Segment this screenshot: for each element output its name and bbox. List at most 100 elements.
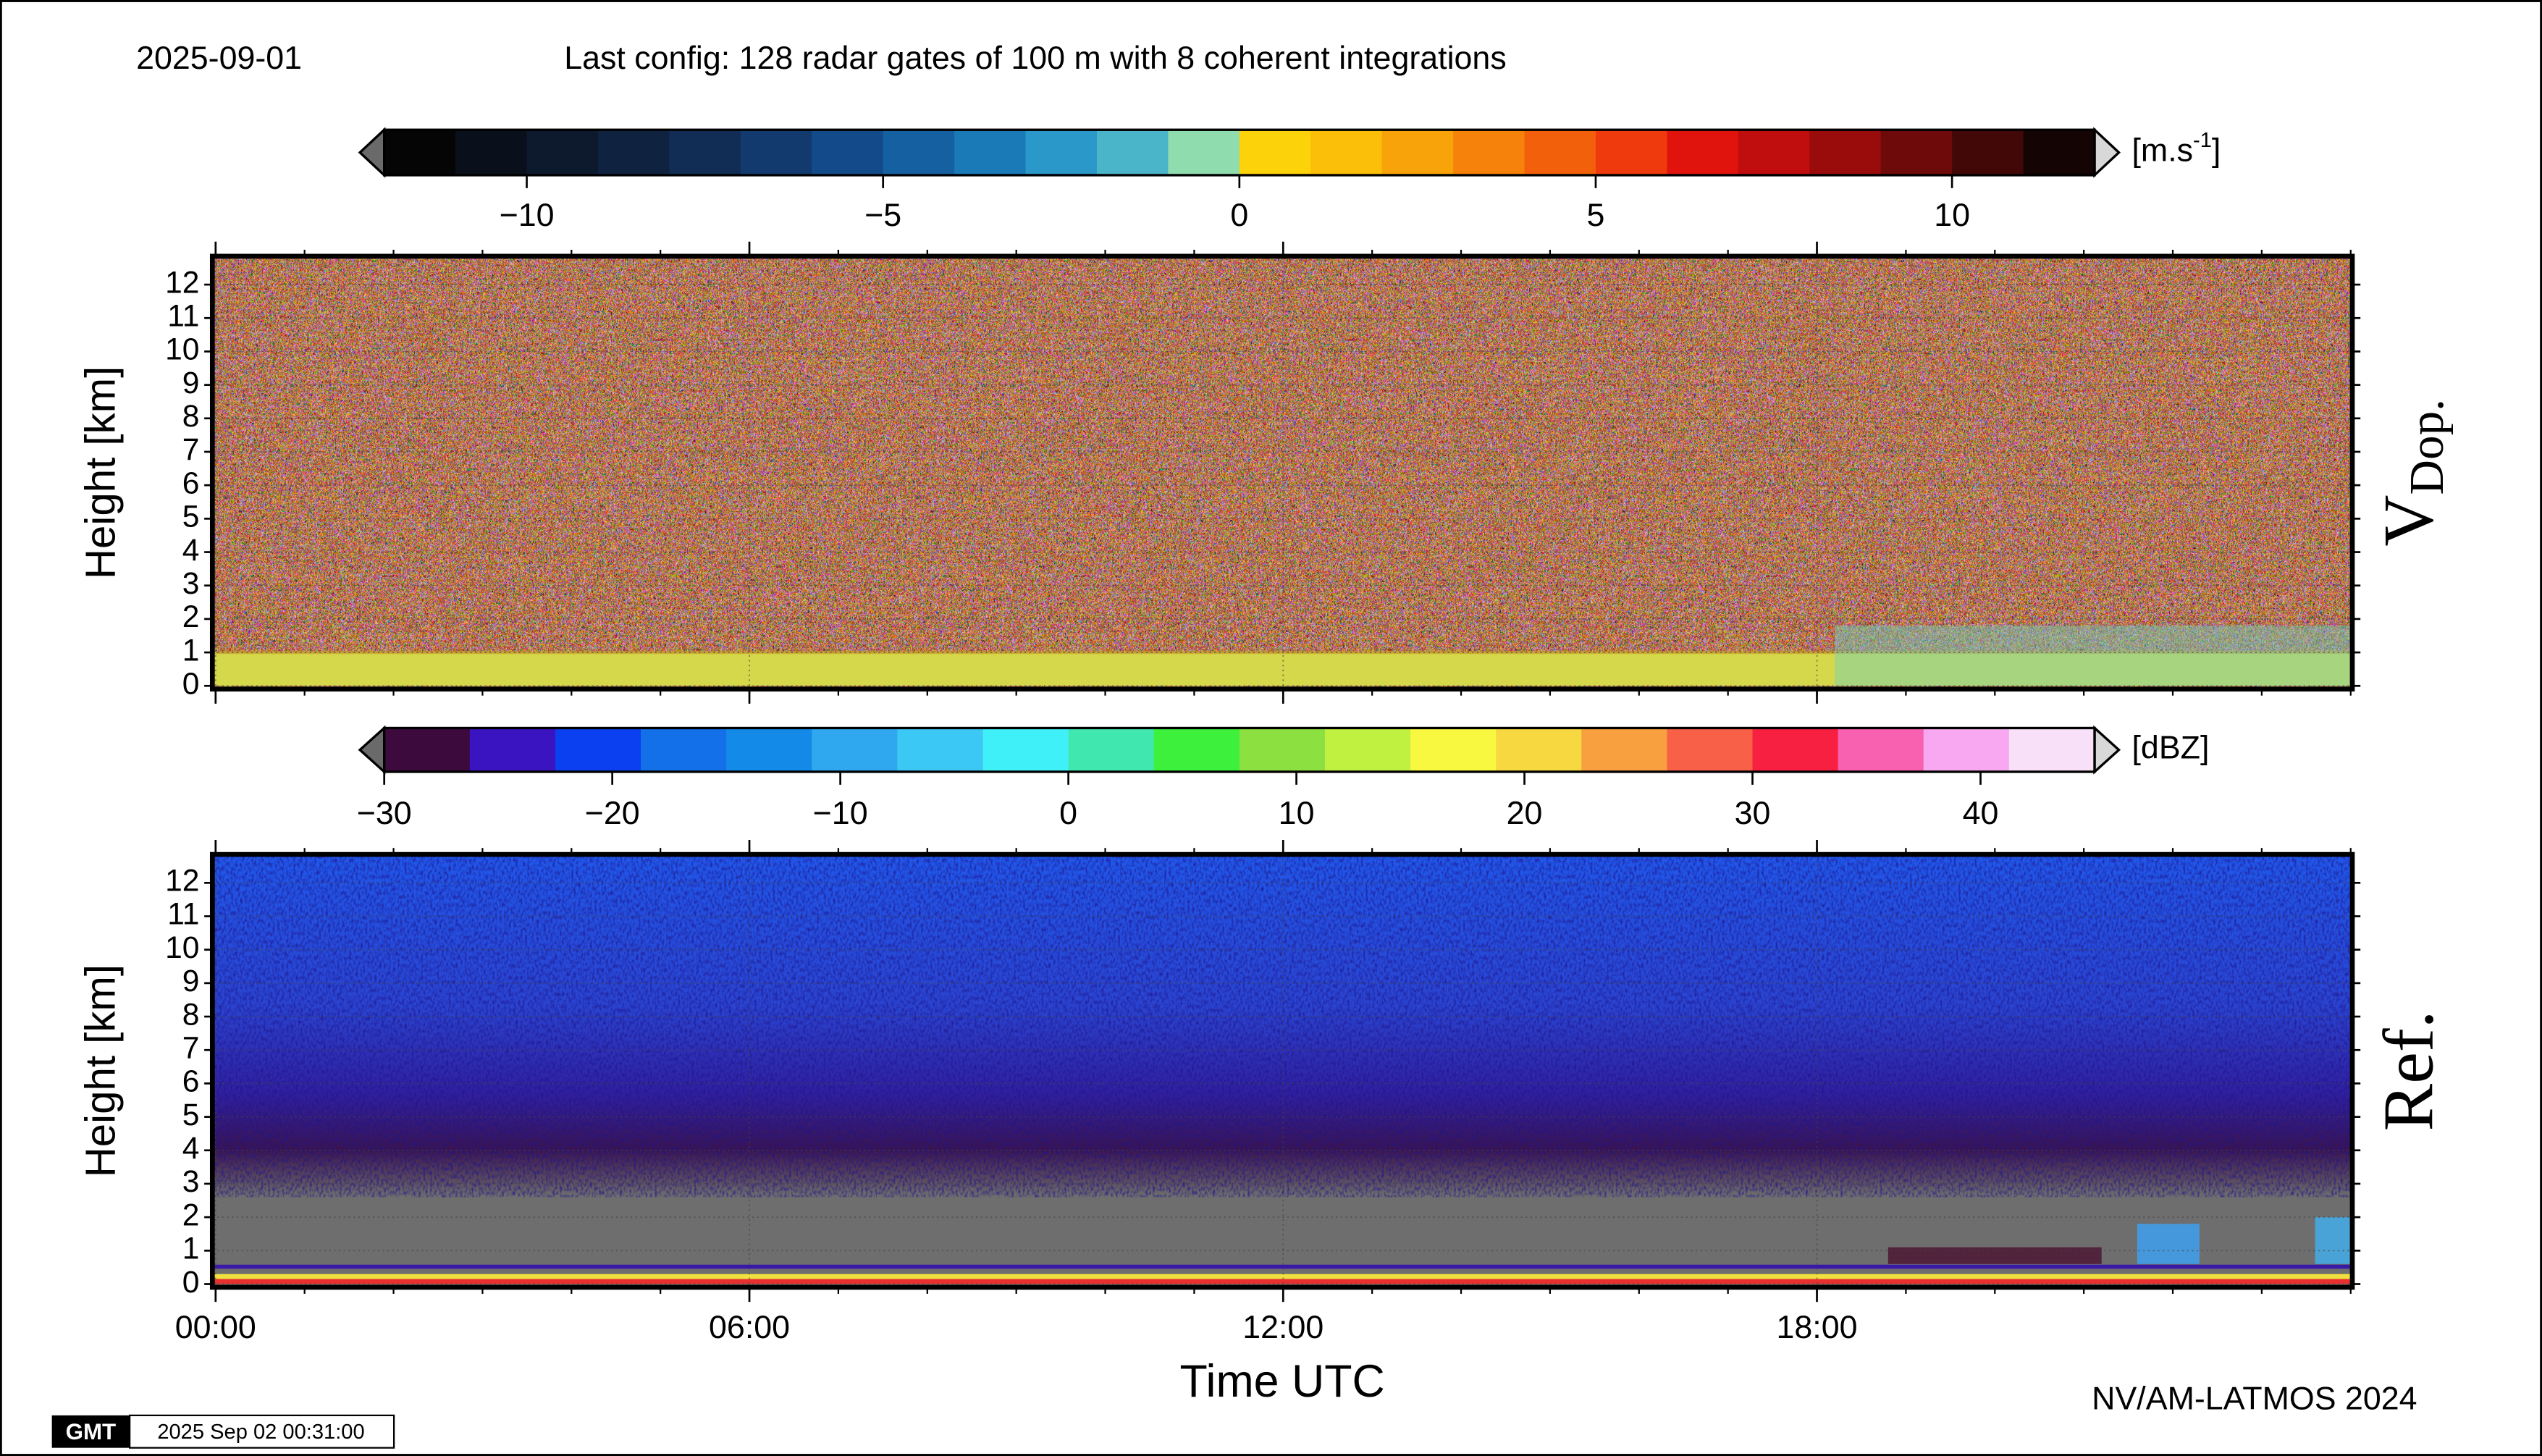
y-tick-label: 7	[182, 1030, 200, 1065]
logo-box	[51, 1415, 130, 1448]
y-tick-label: 1	[182, 633, 200, 668]
y-tick-label: 12	[165, 265, 199, 300]
colorbar-unit-text: [dBZ]	[2131, 730, 2209, 766]
colorbar-segment	[1952, 130, 2024, 175]
colorbar-segment	[526, 130, 599, 175]
colorbar-segment	[1239, 130, 1312, 175]
colorbar-tick-label: 0	[1230, 197, 1248, 233]
y-tick-label: 0	[182, 1265, 200, 1300]
colorbar-segment	[1923, 728, 2010, 772]
colorbar-unit-suffix: ]	[2212, 132, 2221, 168]
y-tick-label: 10	[165, 332, 199, 367]
echo-patch	[1887, 1247, 2102, 1264]
y-tick-label: 0	[182, 667, 200, 702]
colorbar-segment	[740, 130, 813, 175]
title: Last config: 128 radar gates of 100 m wi…	[564, 40, 1506, 76]
date: 2025-09-01	[136, 40, 302, 76]
y-tick-label: 8	[182, 997, 200, 1032]
y-tick-label: 11	[167, 897, 199, 932]
y-tick-label: 5	[182, 500, 200, 534]
colorbar-segment	[384, 728, 471, 772]
colorbar-segment	[1524, 130, 1596, 175]
colorbar-tick-label: 10	[1279, 795, 1315, 831]
y-tick-label: 3	[182, 1164, 200, 1199]
layer-line	[212, 1264, 2353, 1269]
colorbar-segment	[1168, 130, 1240, 175]
colorbar-segment	[1324, 728, 1411, 772]
colorbar-segment	[1453, 130, 1525, 175]
low-layer-mix	[1835, 626, 2351, 686]
y-tick-label: 9	[182, 964, 200, 998]
colorbar-tick-label: 5	[1587, 197, 1605, 233]
colorbar-segment	[897, 728, 984, 772]
colorbar-segment	[384, 130, 457, 175]
y-tick-label: 3	[182, 566, 200, 601]
colorbar-unit-text: [m.s	[2131, 132, 2193, 168]
colorbar-tick-label: 30	[1735, 795, 1771, 831]
y-tick-label: 10	[165, 930, 199, 965]
y-tick-label: 11	[167, 299, 199, 334]
colorbar-segment	[982, 728, 1069, 772]
colorbar-segment	[812, 728, 898, 772]
colorbar-segment	[1068, 728, 1155, 772]
colorbar-segment	[954, 130, 1027, 175]
colorbar-segment	[1310, 130, 1383, 175]
colorbar-tick-label: 0	[1059, 795, 1077, 831]
panel-label: Ref.	[2369, 1011, 2448, 1132]
colorbar-tick-label: −20	[585, 795, 640, 831]
timestamp-box	[129, 1414, 395, 1449]
colorbar-unit-superscript: -1	[2193, 129, 2212, 152]
colorbar-segment	[2008, 728, 2095, 772]
colorbar-segment	[1880, 130, 1953, 175]
low-layer	[212, 652, 2353, 686]
colorbar-segment	[597, 130, 670, 175]
colorbar-segment	[555, 728, 641, 772]
y-tick-label: 8	[182, 399, 200, 434]
panel-label-main: Ref.	[2369, 1011, 2448, 1132]
colorbar-segment	[455, 130, 528, 175]
y-tick-label: 1	[182, 1232, 200, 1266]
plot-frame	[209, 851, 2355, 1290]
field-texture	[212, 854, 2353, 1198]
y-tick-label: 6	[182, 466, 200, 500]
colorbar-segment	[1239, 728, 1326, 772]
colorbar-segment	[1838, 728, 1924, 772]
panel-label-main: V	[2369, 495, 2448, 546]
echo-patch	[2137, 1224, 2200, 1264]
y-axis-label: Height [km]	[77, 366, 125, 579]
timestamp: 2025 Sep 02 00:31:00	[157, 1421, 364, 1444]
logo: GMT	[66, 1419, 117, 1444]
y-tick-label: 12	[165, 864, 199, 899]
y-tick-label: 4	[182, 533, 200, 568]
y-tick-label: 2	[182, 1198, 200, 1232]
colorbar-tick-label: −30	[357, 795, 412, 831]
colorbar-tick-label: 10	[1934, 197, 1970, 233]
x-axis-label: Time UTC	[1180, 1356, 1385, 1407]
colorbar-tick-label: −10	[500, 197, 555, 233]
plot-frame	[209, 253, 2355, 692]
colorbar-tick-label: −5	[864, 197, 901, 233]
colorbar-segment	[1752, 728, 1839, 772]
colorbar-segment	[883, 130, 956, 175]
x-tick-label: 18:00	[1777, 1309, 1858, 1345]
colorbar-segment	[1410, 728, 1497, 772]
field-texture	[212, 256, 2353, 689]
colorbar-segment	[641, 728, 728, 772]
y-tick-label: 4	[182, 1131, 200, 1166]
colorbar-segment	[1595, 130, 1668, 175]
x-tick-label: 12:00	[1242, 1309, 1323, 1345]
colorbar-segment	[1809, 130, 1882, 175]
colorbar-segment	[1738, 130, 1811, 175]
y-tick-label: 5	[182, 1098, 200, 1132]
y-tick-label: 9	[182, 366, 200, 400]
credit: NV/AM-LATMOS 2024	[2092, 1381, 2417, 1417]
y-tick-label: 7	[182, 432, 200, 467]
colorbar-segment	[2023, 130, 2095, 175]
echo-patch	[2315, 1217, 2351, 1264]
colorbar-segment	[1581, 728, 1668, 772]
x-tick-label: 06:00	[709, 1309, 790, 1345]
colorbar-segment	[669, 130, 741, 175]
colorbar-unit: [dBZ]	[2131, 730, 2209, 766]
colorbar-segment	[1496, 728, 1583, 772]
